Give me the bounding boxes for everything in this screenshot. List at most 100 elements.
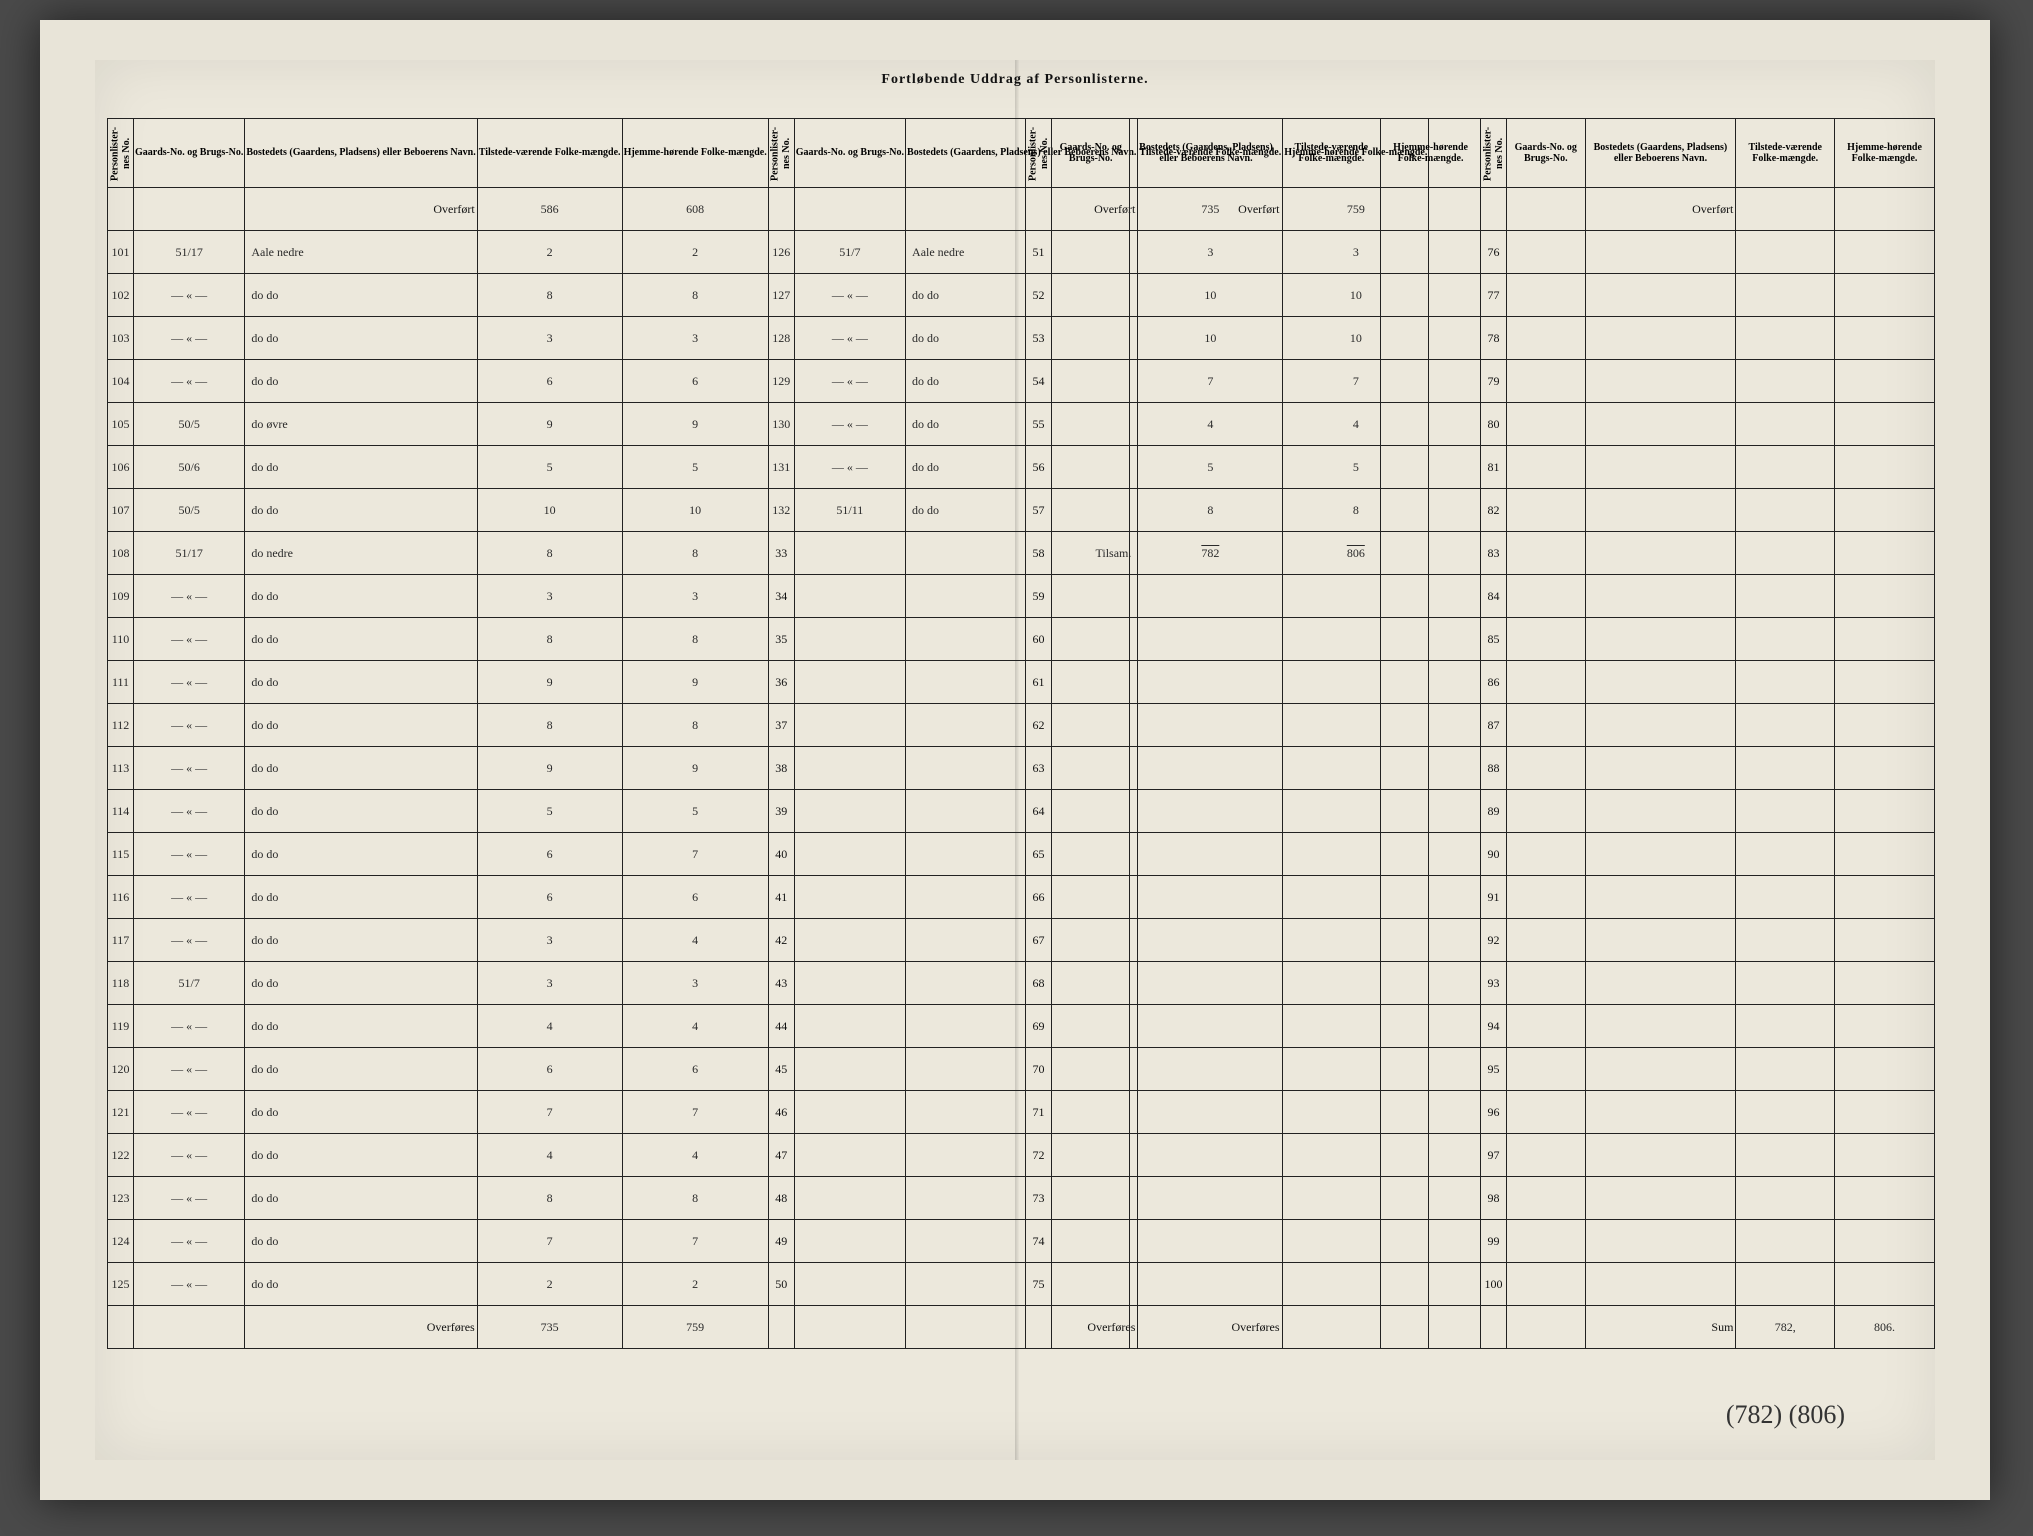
table-row: 57 82 bbox=[1026, 489, 1935, 532]
cell-hjemme: 7 bbox=[622, 833, 768, 876]
cell-no: 100 bbox=[1481, 1263, 1507, 1306]
cell-no: 121 bbox=[108, 1091, 134, 1134]
cell-no: 116 bbox=[108, 876, 134, 919]
table-row: 66 91 bbox=[1026, 876, 1935, 919]
table-row: 73 98 bbox=[1026, 1177, 1935, 1220]
cell-hjemme: 8 bbox=[622, 1177, 768, 1220]
cell-no: 48 bbox=[768, 1177, 794, 1220]
cell-no: 86 bbox=[1481, 661, 1507, 704]
cell-tilstede: 3 bbox=[477, 317, 622, 360]
cell-no: 37 bbox=[768, 704, 794, 747]
cell-no: 53 bbox=[1026, 317, 1052, 360]
cell-bosted: do do bbox=[245, 317, 477, 360]
cell-no: 126 bbox=[768, 231, 794, 274]
cell-no: 101 bbox=[108, 231, 134, 274]
cell-hjemme: 6 bbox=[622, 360, 768, 403]
cell-hjemme: 9 bbox=[622, 403, 768, 446]
cell-no: 80 bbox=[1481, 403, 1507, 446]
cell-hjemme: 2 bbox=[622, 1263, 768, 1306]
cell-no: 95 bbox=[1481, 1048, 1507, 1091]
cell-no: 63 bbox=[1026, 747, 1052, 790]
cell-no: 82 bbox=[1481, 489, 1507, 532]
cell-no: 72 bbox=[1026, 1134, 1052, 1177]
cell-no: 120 bbox=[108, 1048, 134, 1091]
cell-tilstede: 3 bbox=[477, 919, 622, 962]
cell-no: 90 bbox=[1481, 833, 1507, 876]
cell-gno: 51/7 bbox=[794, 231, 905, 274]
cell-no: 46 bbox=[768, 1091, 794, 1134]
cell-gno: — « — bbox=[134, 1048, 245, 1091]
cell-gno: — « — bbox=[134, 575, 245, 618]
cell-hjemme: 4 bbox=[622, 1134, 768, 1177]
cell-gno: 51/11 bbox=[794, 489, 905, 532]
cell-bosted: do do bbox=[245, 1048, 477, 1091]
col-tilstede: Tilstede-værende Folke-mængde. bbox=[477, 119, 622, 188]
cell-tilstede: 4 bbox=[477, 1134, 622, 1177]
col-personliste: Personlister-nes No. bbox=[108, 119, 134, 188]
cell-no: 34 bbox=[768, 575, 794, 618]
cell-no: 97 bbox=[1481, 1134, 1507, 1177]
cell-no: 77 bbox=[1481, 274, 1507, 317]
cell-no: 45 bbox=[768, 1048, 794, 1091]
cell-no: 33 bbox=[768, 532, 794, 575]
cell-no: 105 bbox=[108, 403, 134, 446]
cell-gno: 50/5 bbox=[134, 403, 245, 446]
cell-tilstede: 9 bbox=[477, 661, 622, 704]
cell-no: 118 bbox=[108, 962, 134, 1005]
cell-bosted: do do bbox=[245, 876, 477, 919]
cell-no: 88 bbox=[1481, 747, 1507, 790]
col-personliste: Personlister-nes No. bbox=[1481, 119, 1507, 188]
cell-no: 89 bbox=[1481, 790, 1507, 833]
cell-gno: — « — bbox=[794, 274, 905, 317]
cell-hjemme: 7 bbox=[622, 1091, 768, 1134]
cell-gno: — « — bbox=[134, 274, 245, 317]
col-tilstede: Tilstede-værende Folke-mængde. bbox=[1282, 119, 1381, 188]
cell-bosted: do do bbox=[245, 962, 477, 1005]
table-row: 52 77 bbox=[1026, 274, 1935, 317]
table-row: 69 94 bbox=[1026, 1005, 1935, 1048]
cell-hjemme: 5 bbox=[622, 790, 768, 833]
cell-no: 76 bbox=[1481, 231, 1507, 274]
cell-hjemme: 3 bbox=[622, 317, 768, 360]
overfort-label: Overføres bbox=[245, 1306, 477, 1349]
cell-no: 112 bbox=[108, 704, 134, 747]
col-personliste: Personlister-nes No. bbox=[768, 119, 794, 188]
cell-no: 78 bbox=[1481, 317, 1507, 360]
cell-tilstede: 7 bbox=[477, 1220, 622, 1263]
cell-gno: — « — bbox=[134, 1220, 245, 1263]
cell-hjemme: 2 bbox=[622, 231, 768, 274]
cell-no: 58 bbox=[1026, 532, 1052, 575]
table-row: 72 97 bbox=[1026, 1134, 1935, 1177]
cell-bosted: do do bbox=[245, 274, 477, 317]
col-gaard: Gaards-No. og Brugs-No. bbox=[1052, 119, 1130, 188]
cell-bosted: Aale nedre bbox=[245, 231, 477, 274]
cell-tilstede: 2 bbox=[477, 1263, 622, 1306]
table-row: 54 79 bbox=[1026, 360, 1935, 403]
cell-gno: — « — bbox=[134, 790, 245, 833]
cell-tilstede: 5 bbox=[477, 446, 622, 489]
cell-no: 91 bbox=[1481, 876, 1507, 919]
cell-no: 104 bbox=[108, 360, 134, 403]
cell-bosted: do do bbox=[245, 446, 477, 489]
cell-bosted: do do bbox=[245, 1177, 477, 1220]
cell-bosted: do do bbox=[245, 1134, 477, 1177]
cell-no: 102 bbox=[108, 274, 134, 317]
table-row: 55 80 bbox=[1026, 403, 1935, 446]
cell-gno: — « — bbox=[794, 317, 905, 360]
cell-no: 128 bbox=[768, 317, 794, 360]
cell-no: 49 bbox=[768, 1220, 794, 1263]
page: Fortløbende Uddrag af Personlisterne. Pe… bbox=[95, 60, 1935, 1460]
cell-gno: — « — bbox=[134, 1091, 245, 1134]
cell-no: 131 bbox=[768, 446, 794, 489]
cell-hjemme: 3 bbox=[622, 962, 768, 1005]
table-row: 63 88 bbox=[1026, 747, 1935, 790]
table-row: 61 86 bbox=[1026, 661, 1935, 704]
cell-no: 67 bbox=[1026, 919, 1052, 962]
cell-no: 64 bbox=[1026, 790, 1052, 833]
cell-no: 69 bbox=[1026, 1005, 1052, 1048]
cell-no: 61 bbox=[1026, 661, 1052, 704]
cell-tilstede: 4 bbox=[477, 1005, 622, 1048]
overfort-val: 608 bbox=[622, 188, 768, 231]
overfort-val bbox=[1736, 188, 1835, 231]
cell-no: 39 bbox=[768, 790, 794, 833]
